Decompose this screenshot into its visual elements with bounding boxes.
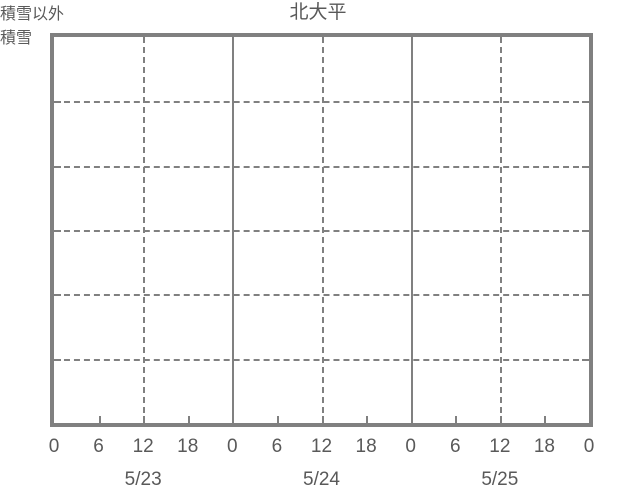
x-axis-day-label: 5/25: [481, 469, 519, 490]
x-axis-tick: [410, 416, 413, 423]
right-axis-tick: [582, 165, 589, 168]
left-axis-tick: [54, 101, 61, 104]
x-axis-tick: [366, 416, 369, 423]
x-axis-tick: [455, 416, 458, 423]
left-axis-tick: [54, 358, 61, 361]
x-axis-day-label: 5/24: [303, 469, 340, 490]
right-axis-tick: [582, 358, 589, 361]
x-axis-tick-label: 0: [583, 436, 595, 457]
x-axis-tick: [276, 416, 279, 423]
day-separator-line: [410, 37, 413, 423]
right-axis-tick: [582, 294, 589, 297]
vertical-gridline-midday: [321, 37, 324, 423]
x-axis-tick-label: 18: [533, 436, 555, 457]
vertical-gridline-midday: [143, 37, 146, 423]
x-axis-tick-label: 12: [489, 436, 511, 457]
left-axis-tick: [54, 230, 61, 232]
x-axis-tick-label: 6: [93, 436, 104, 457]
x-axis-tick-label: 0: [405, 436, 416, 457]
plot-grid-layer: [54, 37, 589, 423]
x-axis-tick: [143, 416, 146, 423]
x-axis-tick-label: 0: [227, 436, 238, 457]
x-axis-tick: [98, 416, 101, 423]
x-axis-tick: [232, 416, 235, 423]
chart-title: 北大平: [289, 2, 347, 23]
x-axis-tick-label: 0: [48, 436, 60, 457]
x-axis-tick-labels: 0 6 12 18 0 6 12 18 0 6 12 18 0: [49, 436, 595, 461]
left-axis-tick: [54, 294, 61, 297]
vertical-gridline-midday: [499, 37, 502, 423]
x-axis-tick: [544, 416, 547, 423]
day-separator-line: [232, 37, 235, 423]
plot-area: [50, 33, 593, 427]
x-axis-tick-label: 12: [132, 436, 154, 457]
left-axis-title: 積雪以外: [0, 6, 65, 23]
right-axis-tick: [582, 101, 589, 104]
x-axis-day-label: 5/23: [124, 469, 162, 490]
x-axis-tick: [187, 416, 190, 423]
x-axis-tick-label: 6: [271, 436, 283, 457]
x-axis-tick: [321, 416, 324, 423]
x-axis-day-labels: 5/23 5/24 5/25: [50, 470, 593, 494]
right-axis-tick: [582, 230, 589, 232]
left-axis-tick: [54, 165, 61, 168]
x-axis-tick-label: 18: [355, 436, 377, 457]
right-axis-title: 積雪: [0, 30, 33, 47]
x-axis-tick: [499, 416, 502, 423]
x-axis-tick-label: 12: [310, 436, 333, 457]
x-axis-tick-label: 18: [177, 436, 199, 457]
x-axis-tick-label: 6: [449, 436, 461, 457]
